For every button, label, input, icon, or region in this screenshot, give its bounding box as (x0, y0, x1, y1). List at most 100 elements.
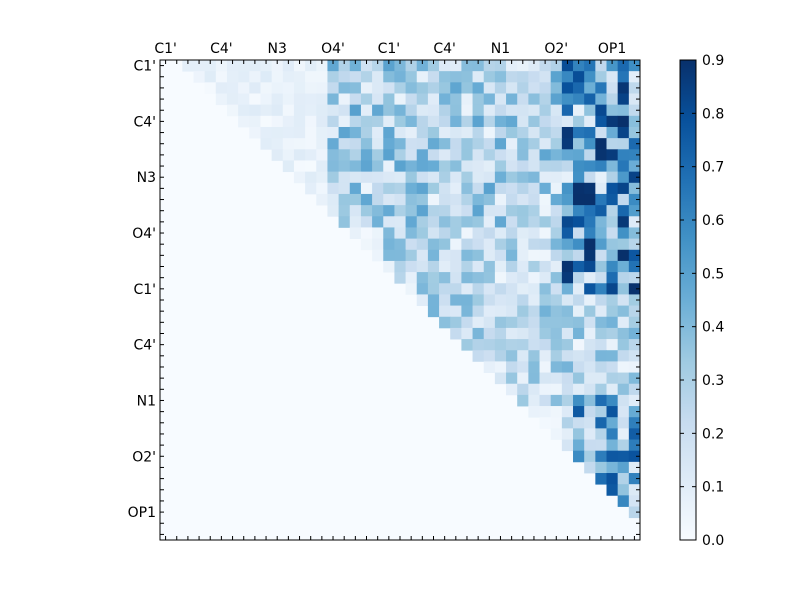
heatmap-cell (617, 205, 630, 217)
heatmap-cell (260, 104, 273, 117)
heatmap-cell (282, 93, 295, 106)
heatmap-cell (260, 93, 273, 106)
heatmap-cell (584, 138, 596, 150)
heatmap-cell (595, 339, 607, 351)
heatmap-cell (561, 394, 574, 407)
x-tick-label: N1 (491, 41, 510, 57)
heatmap-cell (595, 71, 607, 83)
heatmap-cell (427, 260, 440, 273)
heatmap-cell (550, 227, 563, 239)
heatmap-cell (561, 339, 574, 351)
heatmap-cell (305, 138, 317, 150)
heatmap-cell (517, 160, 529, 173)
heatmap-cell (439, 249, 451, 262)
heatmap-cell (628, 60, 641, 72)
heatmap-cell (539, 372, 552, 385)
heatmap-cell (316, 104, 328, 117)
heatmap-cell (573, 439, 585, 452)
heatmap-cell (517, 350, 529, 362)
heatmap-cell (628, 394, 641, 407)
heatmap-cell (416, 283, 429, 295)
heatmap-cell (550, 193, 563, 206)
y-tick-label: N1 (137, 393, 156, 409)
heatmap-cell (405, 283, 418, 295)
heatmap-cell (617, 294, 630, 306)
heatmap-cell (595, 327, 607, 340)
heatmap-cell (427, 283, 440, 295)
heatmap-cell (528, 138, 540, 150)
heatmap-cell (617, 193, 630, 206)
heatmap-cell (595, 82, 607, 94)
heatmap-cell (394, 104, 406, 117)
heatmap-cell (617, 428, 630, 440)
heatmap-cell (461, 160, 473, 173)
heatmap-cell (506, 227, 518, 239)
heatmap-cell (494, 193, 507, 206)
heatmap-cell (539, 227, 552, 239)
heatmap-cell (494, 283, 507, 295)
heatmap-cell (584, 305, 596, 318)
heatmap-cell (584, 104, 596, 117)
heatmap-cell (494, 372, 507, 385)
heatmap-cell (472, 126, 485, 139)
heatmap-cell (439, 115, 451, 128)
heatmap-cell (394, 238, 406, 251)
heatmap-cell (595, 428, 607, 440)
heatmap-cell (606, 339, 619, 351)
heatmap-cell (416, 272, 429, 284)
heatmap-cell (561, 93, 574, 106)
heatmap-cell (215, 93, 228, 106)
heatmap-cell (483, 104, 496, 117)
heatmap-cell (494, 138, 507, 150)
heatmap-cell (573, 450, 585, 463)
heatmap-cell (450, 205, 462, 217)
heatmap-cell (539, 60, 552, 72)
heatmap-cell (617, 350, 630, 362)
heatmap-cell (338, 82, 351, 94)
heatmap-cell (360, 82, 373, 94)
heatmap-cell (293, 171, 306, 184)
heatmap-cell (450, 272, 462, 284)
heatmap-cell (528, 93, 540, 106)
heatmap-cell (584, 327, 596, 340)
heatmap-cell (573, 406, 585, 418)
heatmap-cell (517, 126, 529, 139)
heatmap-cell (539, 193, 552, 206)
heatmap-cell (517, 272, 529, 284)
heatmap-cell (606, 149, 619, 161)
heatmap-cell (550, 126, 563, 139)
heatmap-cell (461, 260, 473, 273)
heatmap-cell (483, 71, 496, 83)
heatmap-cell (584, 417, 596, 429)
heatmap-cell (494, 149, 507, 161)
heatmap-cell (617, 339, 630, 351)
heatmap-cell (550, 160, 563, 173)
heatmap-cell (528, 361, 540, 373)
heatmap-cell (450, 260, 462, 273)
heatmap-cell (349, 93, 362, 106)
heatmap-cell (550, 149, 563, 161)
heatmap-cell (472, 238, 485, 251)
heatmap-cell (450, 104, 462, 117)
heatmap-cell (260, 82, 273, 94)
heatmap-cell (360, 126, 373, 139)
heatmap-cell (494, 182, 507, 195)
heatmap-cell (539, 305, 552, 318)
heatmap-cell (584, 350, 596, 362)
heatmap-cell (573, 272, 585, 284)
heatmap-cell (595, 149, 607, 161)
heatmap-cell (517, 283, 529, 295)
heatmap-cell (439, 171, 451, 184)
heatmap-cell (472, 115, 485, 128)
heatmap-cell (573, 82, 585, 94)
heatmap-cell (439, 82, 451, 94)
heatmap-cell (260, 115, 273, 128)
heatmap-cell (584, 227, 596, 239)
heatmap-cell (539, 71, 552, 83)
heatmap-cell (394, 272, 406, 284)
heatmap-cell (517, 93, 529, 106)
heatmap-cell (628, 327, 641, 340)
heatmap-cell (628, 260, 641, 273)
heatmap-cell (338, 138, 351, 150)
heatmap-cell (439, 216, 451, 228)
